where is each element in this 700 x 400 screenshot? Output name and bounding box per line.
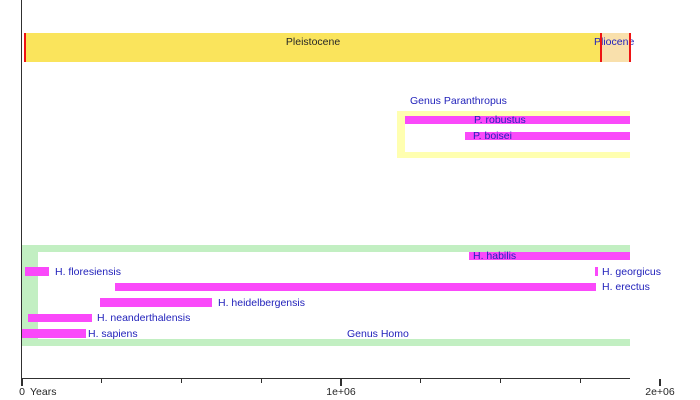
species-label-p-boisei: P. boisei xyxy=(473,129,512,142)
epoch-boundary-mark xyxy=(628,33,631,62)
species-bar-p-robustus xyxy=(404,115,630,124)
x-axis-line xyxy=(21,378,630,380)
epoch-boundary-mark xyxy=(24,33,27,62)
group-frame-bottom-genus-homo xyxy=(22,339,630,346)
species-bar-h-floresiensis xyxy=(25,267,50,276)
x-axis-tick-label: 1e+06 xyxy=(326,385,356,398)
y-axis-line xyxy=(21,0,23,381)
x-axis-minor-tick xyxy=(101,378,103,383)
species-bar-h-habilis xyxy=(468,251,630,260)
species-label-h-habilis: H. habilis xyxy=(473,250,517,262)
group-frame-top-genus-paranthropus xyxy=(396,111,630,116)
x-axis-tick-label: 0 xyxy=(19,385,25,398)
x-axis-minor-tick xyxy=(579,378,581,383)
x-axis-minor-tick xyxy=(260,378,262,383)
species-bar-h-sapiens xyxy=(22,329,86,338)
epoch-label-pliocene: Pliocene xyxy=(594,36,635,48)
x-axis-minor-tick xyxy=(499,378,502,383)
species-label-h-heidelbergensis: H. heidelbergensis xyxy=(218,296,305,309)
species-bar-h-erectus xyxy=(114,282,597,291)
species-label-h-erectus: H. erectus xyxy=(602,281,650,293)
group-frame-left-genus-paranthropus xyxy=(396,111,405,158)
group-frame-top-genus-homo xyxy=(22,245,630,252)
x-axis-major-tick xyxy=(659,378,661,386)
epoch-bar-pliocene xyxy=(600,33,630,62)
group-frame-bottom-genus-paranthropus xyxy=(396,152,630,158)
species-label-h-floresiensis: H. floresiensis xyxy=(55,265,121,278)
x-axis-tick-label: 2e+06 xyxy=(645,385,675,398)
x-axis-major-tick xyxy=(340,378,342,386)
species-bar-h-georgicus xyxy=(594,267,598,276)
epoch-boundary-mark xyxy=(600,33,602,62)
species-bar-h-neanderthalensis xyxy=(28,313,93,322)
epoch-label-pleistocene: Pleistocene xyxy=(285,36,341,48)
species-bar-h-heidelbergensis xyxy=(100,298,212,307)
species-label-h-sapiens: H. sapiens xyxy=(88,327,138,340)
genus-label-genus-homo: Genus Homo xyxy=(347,327,409,340)
species-label-h-georgicus: H. georgicus xyxy=(602,265,661,278)
species-label-p-robustus: P. robustus xyxy=(474,113,526,126)
species-label-h-neanderthalensis: H. neanderthalensis xyxy=(97,312,191,324)
x-axis-major-tick xyxy=(21,378,23,386)
epoch-bar-pleistocene xyxy=(25,33,601,62)
x-axis-minor-tick xyxy=(180,378,183,383)
x-axis-minor-tick xyxy=(420,378,422,383)
x-axis-title: Years xyxy=(30,385,57,398)
species-bar-p-boisei xyxy=(465,131,630,140)
genus-label-genus-paranthropus: Genus Paranthropus xyxy=(410,95,507,107)
